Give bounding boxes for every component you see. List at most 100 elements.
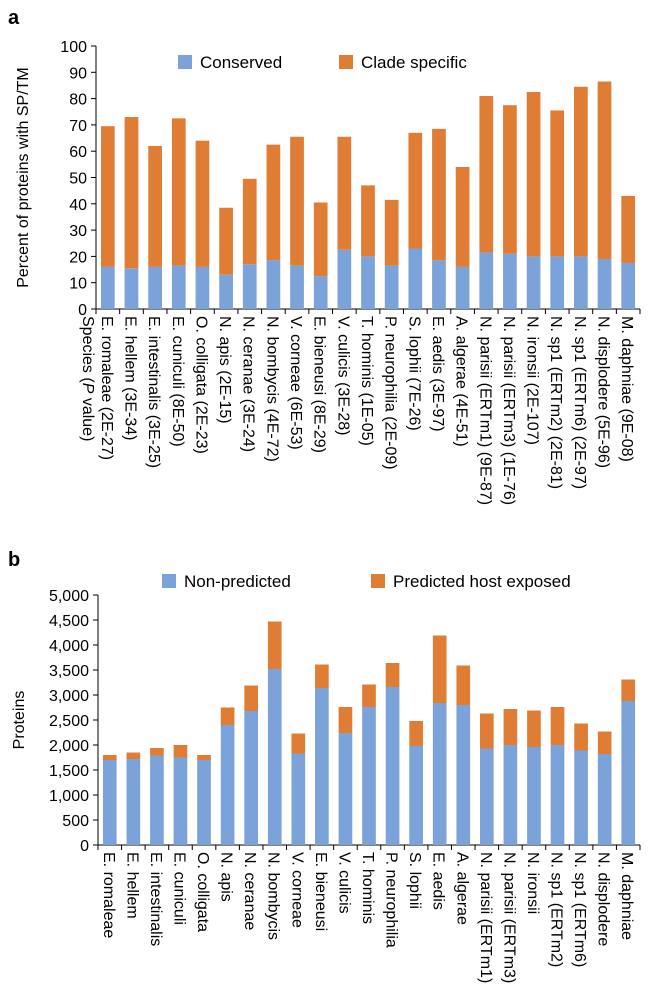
x-tick-label: N. sp1 (ERTm2) (2E-81) [547, 316, 564, 489]
y-tick-label: 1,500 [49, 763, 89, 780]
x-tick-label: E. intestinalis (3E-25) [145, 316, 162, 468]
x-tick-label: N. bombycis (4E-72) [263, 316, 280, 462]
bar-lower [103, 760, 117, 845]
bar-lower [456, 267, 470, 309]
x-tick-label: N. bombycis [265, 852, 282, 940]
x-tick-label: V. corneae (6E-53) [287, 316, 304, 450]
x-tick-label: N. displodere [595, 852, 612, 946]
x-tick-label: V. culicis [335, 852, 352, 914]
y-tick-label: 90 [69, 65, 87, 82]
x-tick-label: E. romaleae (2E-27) [98, 316, 115, 460]
x-tick-label: N. parisii (ERTm1) [477, 852, 494, 983]
x-tick-label: E. romaleae [100, 852, 117, 938]
bar-lower [337, 250, 351, 309]
bar-lower [314, 276, 328, 309]
bar-lower [362, 707, 376, 845]
bar-upper [385, 200, 399, 266]
legend-label: Predicted host exposed [393, 572, 571, 591]
bar-upper [574, 87, 588, 257]
bar-lower [267, 260, 281, 309]
bar-upper [527, 92, 541, 256]
bar-upper [598, 82, 612, 260]
bar-upper [432, 129, 446, 261]
bar-lower [196, 267, 210, 309]
bar-upper [127, 753, 141, 760]
x-tick-label: N. ironsii [524, 852, 541, 914]
bar-lower [408, 249, 422, 309]
bar-upper [221, 708, 235, 726]
x-tick-label: S. lophii [406, 852, 423, 909]
bar-lower [339, 733, 353, 845]
bar-lower [127, 759, 141, 845]
y-axis-label: Proteins [11, 691, 28, 750]
bar-upper [621, 196, 635, 263]
bar-lower [243, 264, 257, 309]
y-tick-label: 500 [62, 813, 89, 830]
y-tick-label: 30 [69, 223, 87, 240]
y-axis-label: Percent of proteins with SP/TM [15, 67, 32, 288]
x-tick-label: T. hominis (1E-05) [358, 316, 375, 446]
x-tick-label: S. lophii (7E-26) [405, 316, 422, 431]
bar-upper [101, 126, 115, 267]
bar-upper [504, 709, 518, 745]
y-tick-label: 0 [80, 838, 89, 855]
bar-upper [315, 665, 329, 689]
bar-upper [103, 755, 117, 760]
y-tick-label: 4,500 [49, 613, 89, 630]
y-tick-label: 40 [69, 197, 87, 214]
bar-lower [174, 758, 188, 846]
x-tick-label: N. sp1 (ERTm2) [548, 852, 565, 967]
bar-lower [268, 669, 282, 845]
bar-upper [503, 105, 517, 254]
bar-upper [339, 707, 353, 733]
x-tick-label: A. algerae [453, 852, 470, 925]
bar-lower [551, 745, 565, 845]
bar-upper [150, 748, 164, 756]
y-tick-label: 5,000 [49, 588, 89, 605]
bar-upper [243, 179, 257, 264]
bar-lower [432, 260, 446, 309]
bar-lower [361, 256, 375, 309]
bar-lower [550, 256, 564, 309]
panel-b-chart: 0 500 1,000 1,500 2,000 2,500 3,000 3,500 4,000 4… [11, 572, 640, 983]
x-tick-label: N. parisii (ERTm1) (9E-87) [476, 316, 493, 505]
bar-lower [148, 267, 162, 309]
legend-label: Clade specific [361, 53, 467, 72]
x-tick-label: E. aedis (3E-97) [429, 316, 446, 432]
bar-lower [503, 254, 517, 309]
x-tick-label: P. neurophilia [383, 852, 400, 948]
legend-swatch-lower [178, 55, 192, 69]
legend-swatch-upper [339, 55, 353, 69]
bar-lower [125, 268, 139, 309]
bar-upper [598, 732, 612, 755]
x-tick-label: V. culicis (3E-28) [334, 316, 351, 435]
y-tick-label: 60 [69, 144, 87, 161]
bar-upper [551, 707, 565, 745]
bar-lower [290, 266, 304, 309]
y-tick-label: 2,500 [49, 713, 89, 730]
x-tick-label: N. ironsii (2E-107) [524, 316, 541, 445]
bar-lower [574, 751, 588, 846]
y-tick-label: 70 [69, 118, 87, 135]
bar-upper [480, 714, 494, 749]
x-tick-label: N. sp1 (ERTm6) (2E-97) [571, 316, 588, 489]
bar-lower [315, 688, 329, 845]
legend-label: Conserved [200, 53, 282, 72]
bar-upper [621, 680, 635, 702]
x-tick-label: N. apis (2E-15) [216, 316, 233, 424]
bar-upper [527, 711, 541, 748]
x-tick-label: N. displodere (5E-96) [595, 316, 612, 468]
x-tick-label: E. bieneusi (8E-29) [311, 316, 328, 453]
x-tick-label: E. hellem (3E-34) [121, 316, 138, 441]
x-tick-label: N. parisii (ERTm3) [500, 852, 517, 983]
bar-lower [479, 252, 493, 309]
x-tick-label: P. neurophilia (2E-09) [382, 316, 399, 470]
bar-lower [291, 754, 305, 846]
bar-lower [598, 754, 612, 845]
x-tick-label: M. daphniae [618, 852, 635, 940]
y-tick-label: 3,000 [49, 688, 89, 705]
bar-upper [125, 117, 139, 268]
bar-lower [172, 266, 186, 309]
legend-swatch-lower [162, 574, 176, 588]
x-tick-label: E. bieneusi [312, 852, 329, 931]
